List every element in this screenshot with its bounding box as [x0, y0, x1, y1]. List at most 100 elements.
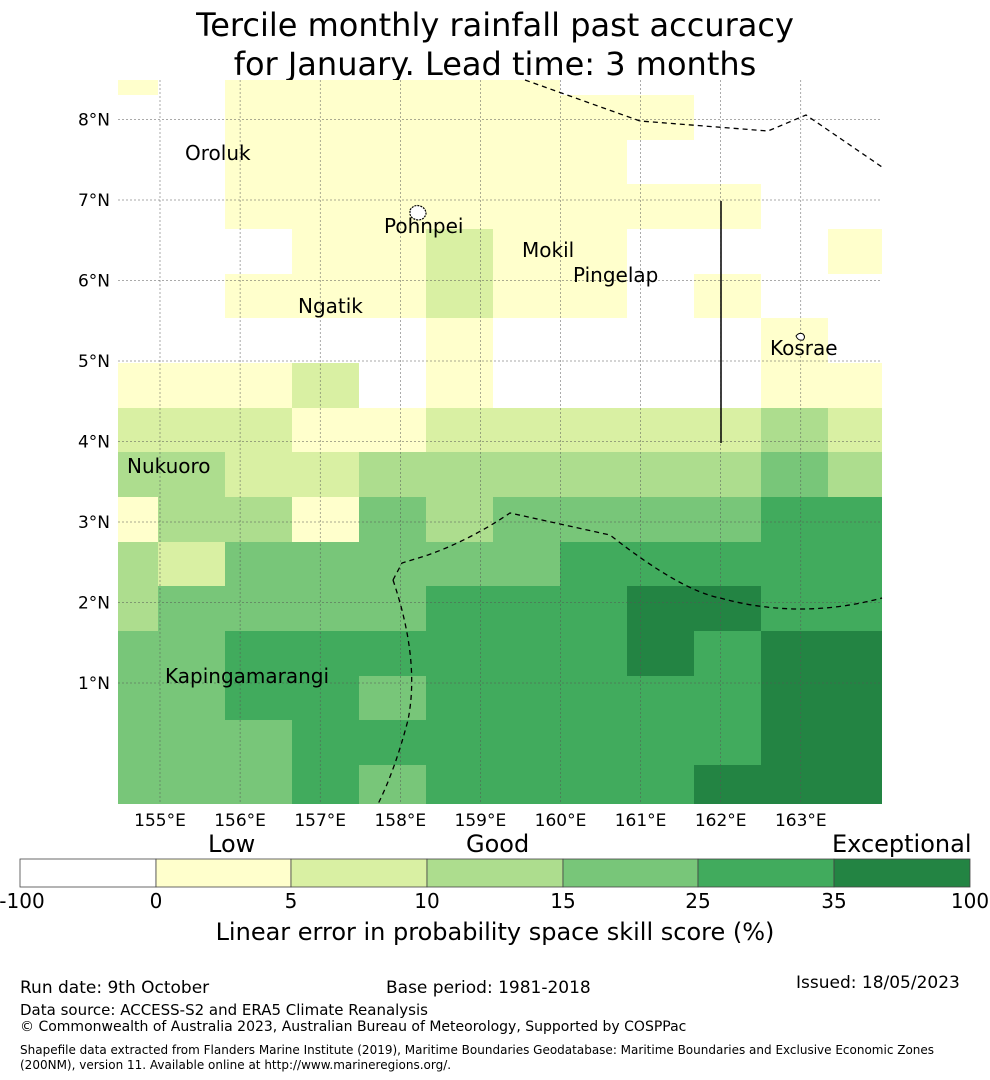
- skill-cell: [359, 95, 426, 140]
- colorbar-tick-label: 25: [685, 889, 711, 913]
- skill-cell: [426, 184, 493, 229]
- colorbar-label-low: Low: [208, 830, 256, 858]
- skill-cell: [359, 140, 426, 184]
- skill-cell: [359, 497, 426, 542]
- skill-cell: [560, 542, 627, 586]
- map-title-line-2: for January. Lead time: 3 months: [233, 45, 757, 83]
- skill-cell: [493, 631, 560, 676]
- colorbar-tick-label: 0: [149, 889, 163, 913]
- skill-cell: [118, 140, 158, 184]
- skill-cell: [426, 363, 493, 408]
- skill-cell: [761, 676, 828, 720]
- skill-cell: [158, 408, 225, 452]
- issued-date: Issued: 18/05/2023: [796, 973, 960, 993]
- longitude-tick-label: 159°E: [455, 811, 507, 831]
- skill-cell: [828, 631, 882, 676]
- skill-cell: [694, 140, 761, 184]
- skill-cell: [118, 80, 158, 95]
- skill-cell: [627, 274, 694, 318]
- skill-cell: [118, 631, 158, 676]
- skill-cell: [359, 274, 426, 318]
- skill-cell: [359, 363, 426, 408]
- skill-cell: [694, 497, 761, 542]
- skill-cell: [292, 274, 359, 318]
- skill-cell: [426, 274, 493, 318]
- skill-cell: [627, 676, 694, 720]
- place-label: Kapingamarangi: [165, 664, 329, 688]
- skill-cell: [828, 452, 882, 497]
- skill-cell: [359, 586, 426, 631]
- skill-cell: [158, 765, 225, 804]
- skill-cell: [828, 95, 882, 140]
- skill-cell: [627, 586, 694, 631]
- skill-cell: [627, 140, 694, 184]
- skill-cell: [627, 765, 694, 804]
- skill-cell: [761, 497, 828, 542]
- skill-cell: [761, 95, 828, 140]
- skill-cell: [426, 95, 493, 140]
- skill-cell: [292, 95, 359, 140]
- longitude-tick-label: 163°E: [775, 811, 827, 831]
- place-label: Pohnpei: [384, 214, 464, 238]
- skill-cell: [225, 765, 292, 804]
- skill-cell: [828, 542, 882, 586]
- colorbar-segment: [562, 858, 699, 888]
- skill-cell: [118, 586, 158, 631]
- skill-cell: [292, 765, 359, 804]
- skill-cell: [828, 140, 882, 184]
- skill-cell: [292, 80, 359, 95]
- skill-cell: [493, 229, 560, 274]
- skill-cell: [493, 676, 560, 720]
- skill-cell: [359, 229, 426, 274]
- colorbar-segment: [426, 858, 564, 888]
- skill-cell: [426, 318, 493, 363]
- skill-cell: [761, 765, 828, 804]
- latitude-tick-label: 3°N: [78, 513, 110, 533]
- latitude-tick-label: 6°N: [78, 272, 110, 292]
- skill-cell: [828, 676, 882, 720]
- skill-cell: [560, 184, 627, 229]
- skill-cell: [493, 720, 560, 765]
- skill-cell: [828, 80, 882, 95]
- skill-cell: [292, 542, 359, 586]
- skill-cell: [118, 720, 158, 765]
- skill-cell: [225, 274, 292, 318]
- place-label: Nukuoro: [127, 454, 211, 478]
- skill-cell: [292, 631, 359, 676]
- skill-cell: [560, 363, 627, 408]
- skill-cell: [560, 140, 627, 184]
- longitude-tick-label: 156°E: [214, 811, 266, 831]
- skill-cell: [118, 363, 158, 408]
- colorbar-segment: [697, 858, 835, 888]
- skill-cell: [493, 80, 560, 95]
- pohnpei-island-outline: [409, 204, 427, 221]
- skill-cell: [426, 676, 493, 720]
- skill-cell: [761, 80, 828, 95]
- latitude-tick-label: 2°N: [78, 594, 110, 614]
- skill-cell: [426, 229, 493, 274]
- skill-cell: [493, 184, 560, 229]
- skill-cell: [225, 497, 292, 542]
- skill-cell: [158, 184, 225, 229]
- skill-cell: [761, 184, 828, 229]
- skill-cell: [225, 720, 292, 765]
- skill-cell: [158, 318, 225, 363]
- skill-cell: [158, 720, 225, 765]
- skill-cell: [158, 497, 225, 542]
- skill-cell: [359, 542, 426, 586]
- colorbar-tick-label: -100: [0, 889, 45, 913]
- skill-cell: [627, 542, 694, 586]
- skill-cell: [627, 318, 694, 363]
- colorbar-label-good: Good: [466, 830, 530, 858]
- skill-cell: [225, 408, 292, 452]
- skill-cell: [158, 229, 225, 274]
- skill-cell: [359, 720, 426, 765]
- skill-cell: [761, 631, 828, 676]
- skill-cell: [426, 80, 493, 95]
- colorbar-tick-label: 100: [950, 889, 990, 913]
- skill-cell: [225, 586, 292, 631]
- skill-cell: [627, 631, 694, 676]
- base-period: Base period: 1981-2018: [386, 978, 591, 998]
- skill-cell: [225, 676, 292, 720]
- skill-cell: [694, 631, 761, 676]
